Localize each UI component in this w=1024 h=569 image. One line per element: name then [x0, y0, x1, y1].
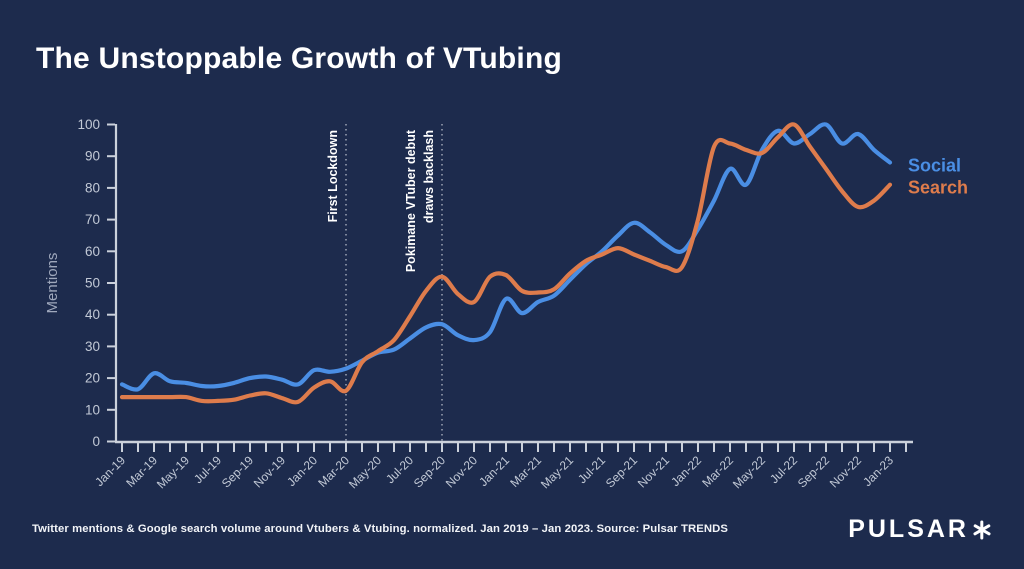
y-tick-label: 70 [85, 212, 100, 227]
y-tick-label: 90 [85, 149, 100, 164]
annotation-label: First Lockdown [326, 130, 340, 222]
y-tick-label: 10 [85, 402, 100, 417]
x-tick-label: May-20 [346, 453, 384, 491]
y-tick-label: 20 [85, 371, 100, 386]
x-tick-label: Nov-21 [635, 453, 672, 490]
series-search-line [119, 122, 893, 405]
x-tick-label: Jan-20 [284, 453, 320, 489]
page-title: The Unstoppable Growth of VTubing [36, 42, 562, 75]
x-tick-label: May-22 [730, 453, 768, 491]
x-tick-label: May-21 [538, 453, 576, 491]
x-tick-label: Jan-23 [860, 453, 896, 489]
x-tick-label: Jan-21 [476, 453, 512, 489]
source-footnote: Twitter mentions & Google search volume … [32, 523, 729, 535]
x-tick-label: Mar-20 [315, 453, 352, 490]
x-tick-label: Mar-22 [699, 453, 736, 490]
y-tick-label: 40 [85, 307, 100, 322]
annotation-label: Pokimane VTuber debut [404, 129, 418, 272]
x-tick-label: Sep-20 [411, 453, 448, 490]
x-tick-label: Nov-20 [443, 453, 480, 490]
x-tick-label: Sep-21 [603, 453, 640, 490]
x-tick-label: Mar-21 [507, 453, 544, 490]
asterisk-icon [972, 520, 992, 540]
x-tick-label: Sep-22 [795, 453, 832, 490]
y-axis-title: Mentions [44, 253, 61, 314]
pulsar-logo: PULSAR [848, 515, 992, 544]
x-tick-label: Nov-22 [827, 453, 864, 490]
y-tick-label: 100 [77, 117, 100, 132]
x-tick-label: Sep-19 [219, 453, 256, 490]
x-tick-label: May-19 [154, 453, 192, 491]
x-tick-label: Nov-19 [251, 453, 288, 490]
y-tick-label: 60 [85, 244, 100, 259]
series-social-line [119, 122, 893, 392]
legend-label-search: Search [908, 178, 968, 198]
y-tick-label: 50 [85, 276, 100, 291]
annotation-label: draws backlash [422, 130, 436, 223]
legend-label-social: Social [908, 156, 961, 176]
y-tick-label: 0 [92, 434, 100, 449]
x-tick-label: Jan-19 [92, 453, 128, 489]
pulsar-wordmark: PULSAR [848, 515, 969, 543]
x-tick-label: Jan-22 [668, 453, 704, 489]
y-tick-label: 30 [85, 339, 100, 354]
x-tick-label: Mar-19 [123, 453, 160, 490]
y-tick-label: 80 [85, 180, 100, 195]
